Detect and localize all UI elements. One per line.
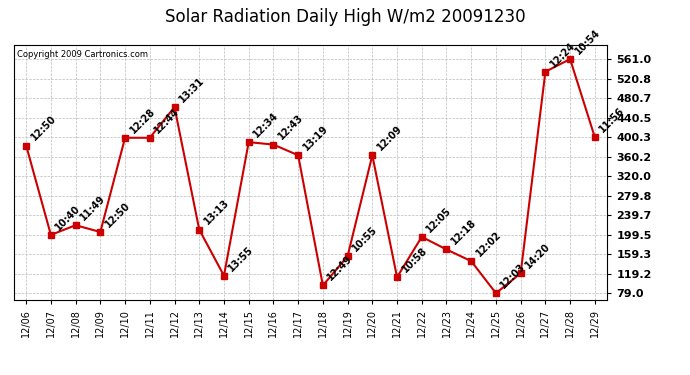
- Text: Solar Radiation Daily High W/m2 20091230: Solar Radiation Daily High W/m2 20091230: [165, 8, 525, 26]
- Text: 14:20: 14:20: [524, 242, 553, 270]
- Text: 12:50: 12:50: [103, 200, 132, 229]
- Text: 12:24: 12:24: [548, 40, 577, 69]
- Text: 10:40: 10:40: [54, 203, 83, 232]
- Text: 13:19: 13:19: [301, 123, 330, 153]
- Text: 10:55: 10:55: [351, 225, 380, 254]
- Text: 12:28: 12:28: [128, 106, 157, 135]
- Text: 12:18: 12:18: [449, 217, 478, 247]
- Text: 11:56: 11:56: [598, 105, 627, 135]
- Text: 13:31: 13:31: [177, 75, 206, 104]
- Text: Copyright 2009 Cartronics.com: Copyright 2009 Cartronics.com: [17, 50, 148, 59]
- Text: 12:34: 12:34: [251, 110, 280, 140]
- Text: 12:49: 12:49: [326, 254, 355, 283]
- Text: 10:58: 10:58: [400, 245, 429, 274]
- Text: 11:49: 11:49: [79, 194, 108, 222]
- Text: 10:54: 10:54: [573, 27, 602, 56]
- Text: 12:09: 12:09: [375, 123, 404, 153]
- Text: 12:03: 12:03: [499, 261, 528, 290]
- Text: 12:05: 12:05: [424, 205, 453, 234]
- Text: 12:44: 12:44: [152, 106, 181, 135]
- Text: 12:02: 12:02: [474, 230, 503, 258]
- Text: 13:13: 13:13: [202, 198, 231, 227]
- Text: 12:50: 12:50: [29, 114, 58, 143]
- Text: 12:43: 12:43: [276, 113, 305, 142]
- Text: 13:55: 13:55: [227, 244, 256, 273]
